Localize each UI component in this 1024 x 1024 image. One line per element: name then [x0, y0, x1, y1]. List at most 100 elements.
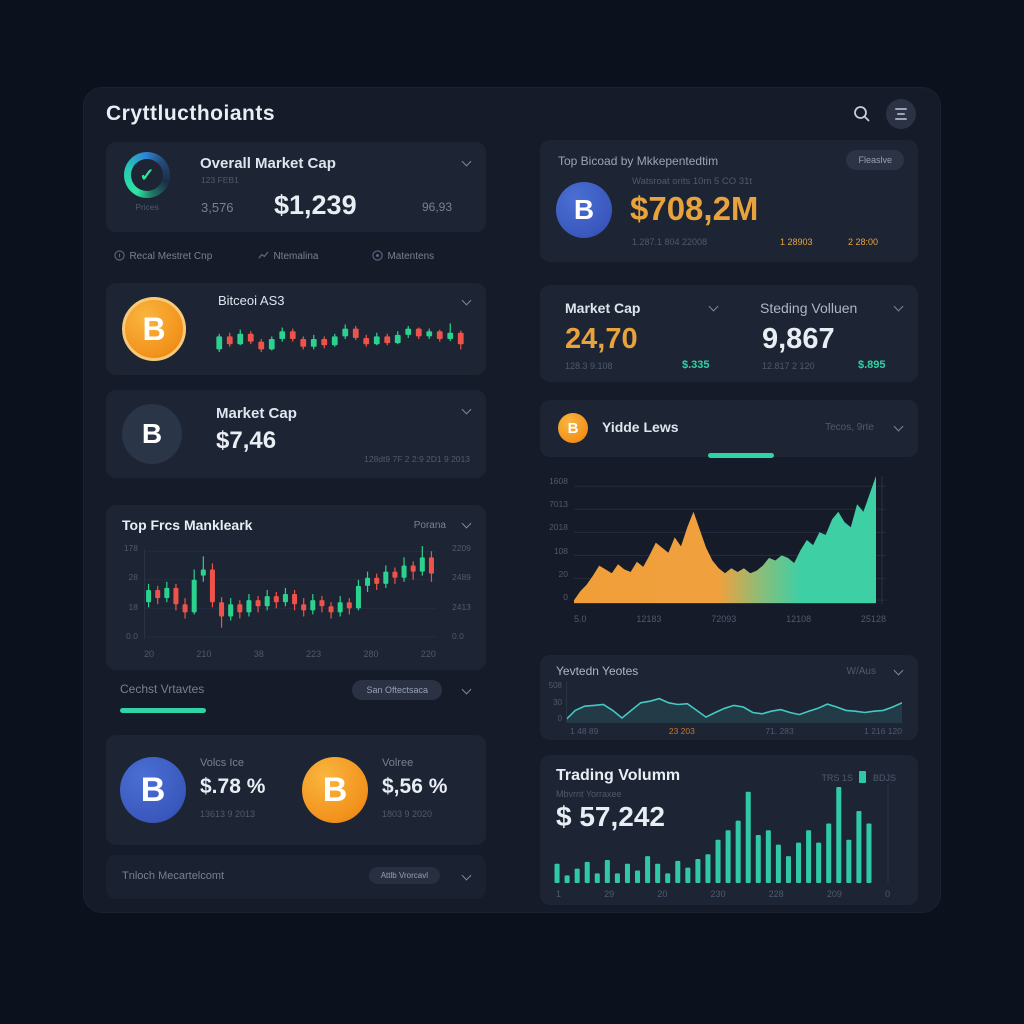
stat-value: 24,70: [565, 323, 638, 355]
market-area-chart: [574, 476, 886, 604]
chart-title: Yevtedn Yeotes: [556, 664, 639, 678]
footer-label: Tnloch Mecartelcomt: [122, 870, 225, 882]
coin-orange-icon: B: [558, 413, 588, 443]
coin-value: $,56 %: [382, 775, 448, 798]
coin-label: Volree: [382, 757, 414, 769]
legend: TRS 1S BDJS: [821, 771, 896, 783]
card-subtitle: Mbvrnt Yorraxee: [556, 789, 622, 799]
search-icon[interactable]: [852, 104, 872, 129]
overall-value: $1,239: [274, 190, 357, 220]
coin-blue-icon: B: [120, 757, 186, 823]
chevron-down-icon[interactable]: [893, 301, 904, 312]
chevron-down-icon[interactable]: [461, 295, 472, 306]
progress-bar: [120, 708, 206, 713]
dropdown-label[interactable]: Tecos, 9rte: [825, 422, 874, 433]
chevron-down-icon[interactable]: [461, 684, 472, 695]
card-title: Market Cap: [216, 405, 297, 422]
chart-title: Top Frcs Mankleark: [122, 517, 253, 533]
top-prices-candlestick-chart: [144, 541, 436, 643]
trend-icon: [258, 251, 269, 259]
chevron-down-icon[interactable]: [893, 665, 904, 676]
check-icon: ✓: [139, 164, 155, 185]
ring-label: Prices: [135, 202, 159, 212]
yevtedn-line-chart: [565, 681, 903, 723]
coin-meta: 13613 9 2013: [200, 809, 256, 819]
x-axis: 20 210 38 223 280 220: [144, 649, 436, 659]
footer-card: Tnloch Mecartelcomt Attlb Vrorcavl: [106, 855, 486, 899]
top-bicoad-card: Top Bicoad by Mkkepentedtim Fleaslve B W…: [540, 140, 918, 262]
stat-right: 96,93: [422, 200, 453, 214]
card-meta: 128dt9 7F 2 2:9 2D1 9 2013: [364, 454, 470, 464]
market-area-chart-block: 1608 7013 2018 108 20 0 5.0 12183 72093 12108…: [540, 472, 918, 648]
coin-value: $.78 %: [200, 775, 266, 798]
row-label: Yidde Lews: [602, 419, 679, 435]
card-subtitle: 123 FEB1: [201, 175, 239, 185]
y-axis-left: 178 28 18 0.0: [123, 543, 138, 641]
nav-item-1[interactable]: Recal Mestret Cnp: [114, 246, 212, 264]
card-subtitle: Watsroat orits 10m 5 CO 31t: [632, 176, 753, 187]
menu-icon: [895, 108, 907, 110]
bitcoin-coin-icon: B: [122, 297, 186, 361]
stat-meta: 12.817 2 120: [762, 361, 815, 371]
chevron-down-icon[interactable]: [461, 518, 472, 529]
x-axis: 1 48 89 23 203 71. 283 1 216 120: [570, 726, 902, 736]
coin-label: Volcs Ice: [200, 757, 245, 769]
fleaslve-pill-button[interactable]: Fleaslve: [846, 150, 904, 170]
bitcoin-card: B Bitceoi AS3: [106, 283, 486, 375]
dropdown-label[interactable]: W/Aus: [846, 666, 876, 677]
right-column: Top Bicoad by Mkkepentedtim Fleaslve B W…: [540, 88, 918, 912]
market-cap-value: $7,46: [216, 427, 277, 454]
trading-volume-card: Trading Volumm TRS 1S BDJS Mbvrnt Yorrax…: [540, 755, 918, 905]
chart-dropdown-label[interactable]: Porana: [413, 520, 446, 531]
card-meta-orange-2: 2 28:00: [848, 237, 879, 247]
bitcoin-mini-candlestick-chart: [214, 313, 466, 365]
volume-value: $ 57,242: [556, 801, 665, 832]
stat-delta: $.895: [858, 359, 886, 371]
nav-item-2[interactable]: Ntemalina: [258, 246, 318, 264]
yevtedn-line-card: Yevtedn Yeotes W/Aus 508 30 0 1 48 89 23 …: [540, 655, 918, 740]
chevron-down-icon[interactable]: [461, 870, 472, 881]
menu-button[interactable]: [886, 99, 916, 129]
x-axis: 1 29 20 230 228 209 0: [556, 889, 890, 899]
coins-card: B Volcs Ice $.78 % 13613 9 2013 B Volree…: [106, 735, 486, 845]
card-title: Trading Volumm: [556, 767, 681, 784]
stat-title: Market Cap: [565, 300, 641, 316]
y-axis-right: 2209 2489 2413 0.0: [452, 543, 471, 641]
yidde-lewa-card: B Yidde Lews Tecos, 9rte: [540, 400, 918, 457]
stat-left: 3,576: [201, 200, 234, 215]
stat-value: 9,867: [762, 323, 835, 355]
x-axis: 5.0 12183 72093 12108 25128: [574, 614, 886, 624]
cechst-row: Cechst Vrtavtes San Oftectsaca: [106, 680, 486, 720]
stat-delta: $.335: [682, 359, 710, 371]
stat-meta: 128.3 9.108: [565, 361, 613, 371]
chevron-down-icon[interactable]: [461, 156, 472, 167]
y-axis: 1608 7013 2018 108 20 0: [549, 476, 568, 602]
dashboard-panel: Cryttlucthoiants ✓ Prices Overall Market…: [84, 88, 940, 912]
cechst-pill-button[interactable]: San Oftectsaca: [352, 680, 442, 700]
chevron-down-icon[interactable]: [461, 404, 472, 415]
footer-pill-button[interactable]: Attlb Vrorcavl: [368, 867, 440, 884]
chevron-down-icon[interactable]: [893, 421, 904, 432]
stat-title: Steding Volluen: [760, 300, 858, 316]
coin-meta: 1803 9 2020: [382, 809, 433, 819]
top-prices-chart-card: Top Frcs Mankleark Porana 178 28 18 0.0 22…: [106, 505, 486, 670]
cechst-label: Cechst Vrtavtes: [120, 682, 205, 696]
card-title: Bitceoi AS3: [218, 293, 285, 308]
y-axis: 508 30 0: [548, 681, 562, 723]
circle-target-icon: [372, 250, 383, 261]
coin-orange-icon: B: [302, 757, 368, 823]
nav-row: Recal Mestret Cnp Ntemalina Matentens: [106, 246, 486, 264]
stats-card: Market Cap 24,70 128.3 9.108 $.335 Stedi…: [540, 285, 918, 382]
left-column: ✓ Prices Overall Market Cap 123 FEB1 3,5…: [106, 88, 486, 912]
chevron-down-icon[interactable]: [708, 301, 719, 312]
card-meta-orange-1: 1 28903: [780, 237, 813, 247]
card-meta: 1.287.1 804 22008: [632, 237, 708, 247]
page-title: Cryttlucthoiants: [106, 102, 276, 125]
progress-ring-icon: ✓: [124, 152, 170, 198]
legend-swatch: [859, 771, 867, 783]
volume-bar-chart: [552, 781, 890, 883]
big-value: $708,2M: [630, 190, 759, 227]
tab-indicator: [708, 453, 774, 458]
coin-blue-icon: B: [556, 182, 612, 238]
nav-item-3[interactable]: Matentens: [372, 246, 434, 264]
